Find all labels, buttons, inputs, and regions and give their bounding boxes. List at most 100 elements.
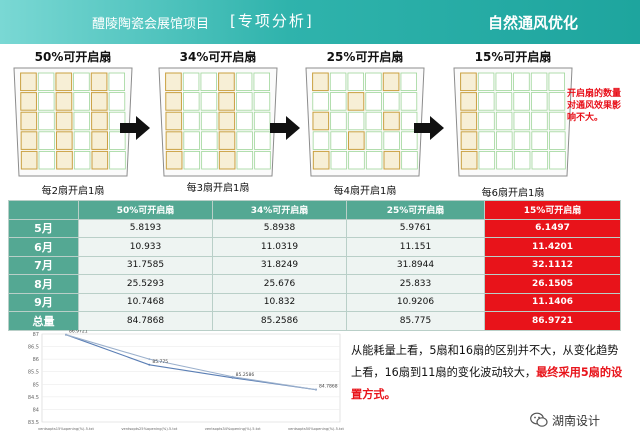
fixed-window-pane [365, 111, 383, 131]
y-tick-label: 86.5 [28, 345, 39, 351]
facade-drawing [158, 67, 278, 177]
open-window-pane [165, 150, 183, 170]
table-cell: 10.933 [78, 237, 213, 257]
table-cell-highlight: 86.9721 [484, 311, 621, 331]
row-label: 5月 [8, 218, 79, 238]
x-tick-label: ventsopts25%opening(%).5.txt [121, 427, 177, 431]
fixed-window-pane [183, 151, 201, 170]
x-tick-label: ventsopts34%opening(%).5.txt [205, 427, 261, 431]
table-row: 6月 10.933 11.0319 11.151 11.4201 [8, 237, 621, 257]
table-cell: 85.2586 [212, 311, 347, 331]
facade-panel-15: 15%可开启扇 每6扇开启1扇 [448, 48, 578, 199]
open-window-pane [460, 111, 478, 131]
fixed-window-pane [236, 92, 253, 111]
fixed-window-pane [37, 72, 55, 92]
table-cell: 31.8249 [212, 255, 347, 275]
analysis-conclusion: 最终采用5扇的设置方式。 [351, 366, 623, 401]
fixed-window-pane [183, 131, 200, 150]
fixed-window-pane [400, 92, 418, 111]
fixed-window-pane [513, 131, 531, 150]
fixed-window-pane [478, 111, 495, 131]
fixed-window-pane [235, 72, 253, 92]
table-cell: 11.0319 [212, 237, 347, 257]
open-window-pane [312, 111, 330, 131]
fixed-window-pane [183, 111, 200, 131]
fixed-window-pane [383, 131, 400, 150]
y-tick-label: 84.5 [28, 395, 39, 401]
table-row: 8月 25.5293 25.676 25.833 26.1505 [8, 274, 621, 294]
fixed-window-pane [496, 151, 513, 170]
table-cell: 31.7585 [78, 255, 213, 275]
fixed-window-pane [548, 72, 566, 92]
open-window-pane [55, 92, 73, 111]
section-title: [专项分析] [230, 12, 314, 30]
y-tick-label: 87 [33, 332, 39, 338]
fixed-window-pane [495, 111, 513, 131]
table-cell-highlight: 26.1505 [484, 274, 621, 294]
open-window-pane [56, 150, 73, 170]
note-text: 开启扇的数量对通风效果影响不大。 [567, 89, 622, 123]
fixed-window-pane [496, 131, 513, 150]
fixed-window-pane [531, 151, 549, 170]
fixed-window-pane [73, 72, 90, 92]
table-cell: 31.8944 [346, 255, 485, 275]
fixed-window-pane [200, 92, 218, 111]
y-tick-label: 86 [33, 357, 39, 363]
row-label: 9月 [8, 292, 79, 312]
open-window-pane [90, 92, 108, 111]
table-cell: 10.832 [212, 292, 347, 312]
y-tick-label: 85.5 [28, 370, 39, 376]
facade-panel-25: 25%可开启扇 每4扇开启1扇 [300, 48, 430, 198]
open-window-pane [383, 150, 401, 170]
fixed-window-pane [513, 92, 530, 111]
y-tick-label: 83.5 [28, 420, 39, 426]
fixed-window-pane [365, 131, 383, 150]
fixed-window-pane [548, 111, 566, 131]
fixed-window-pane [513, 72, 530, 92]
fixed-window-pane [531, 92, 548, 111]
project-title: 醴陵陶瓷会展馆项目 [92, 17, 210, 32]
facade-title: 15%可开启扇 [474, 50, 552, 64]
data-point [231, 375, 234, 378]
arrow-right-icon [414, 116, 444, 140]
open-window-pane [312, 150, 330, 170]
fixed-window-pane [548, 92, 566, 111]
table-header-cell [8, 200, 79, 220]
fixed-window-pane [400, 111, 418, 131]
fixed-window-pane [254, 151, 271, 170]
table-cell: 85.775 [346, 311, 485, 331]
fixed-window-pane [73, 92, 90, 111]
table-header-cell: 25%可开启扇 [346, 200, 485, 220]
fixed-window-pane [478, 131, 495, 150]
wechat-icon [530, 412, 548, 427]
fixed-window-pane [200, 111, 218, 131]
fixed-window-pane [183, 92, 200, 111]
brand-watermark: 湖南设计 [530, 410, 600, 430]
fixed-window-pane [400, 72, 418, 92]
table-row: 总量 84.7868 85.2586 85.775 86.9721 [8, 311, 621, 331]
header-bar: 醴陵陶瓷会展馆项目 [专项分析] 自然通风优化 [0, 0, 640, 44]
open-window-pane [20, 92, 37, 111]
table-cell: 25.676 [212, 274, 347, 294]
facade-caption: 每6扇开启1扇 [481, 188, 545, 199]
brand-name: 湖南设计 [552, 413, 601, 428]
fixed-window-pane [478, 92, 495, 111]
fixed-window-pane [312, 131, 330, 150]
table-cell: 25.833 [346, 274, 485, 294]
x-tick-label: ventsopts50%opening(%).5.txt [288, 427, 344, 431]
table-row: 7月 31.7585 31.8249 31.8944 32.1112 [8, 255, 621, 275]
open-window-pane [218, 92, 235, 111]
facade-caption: 每2扇开启1扇 [41, 186, 105, 197]
fixed-window-pane [109, 151, 126, 170]
fixed-window-pane [513, 111, 531, 131]
open-window-pane [218, 111, 236, 131]
open-window-pane [460, 131, 478, 150]
fixed-window-pane [549, 131, 566, 150]
open-window-pane [347, 92, 365, 111]
open-window-pane [347, 131, 365, 150]
fixed-window-pane [531, 111, 548, 131]
fixed-window-pane [108, 92, 126, 111]
table-cell: 5.8193 [78, 218, 213, 238]
fixed-window-pane [253, 72, 271, 92]
table-cell-highlight: 11.1406 [484, 292, 621, 312]
